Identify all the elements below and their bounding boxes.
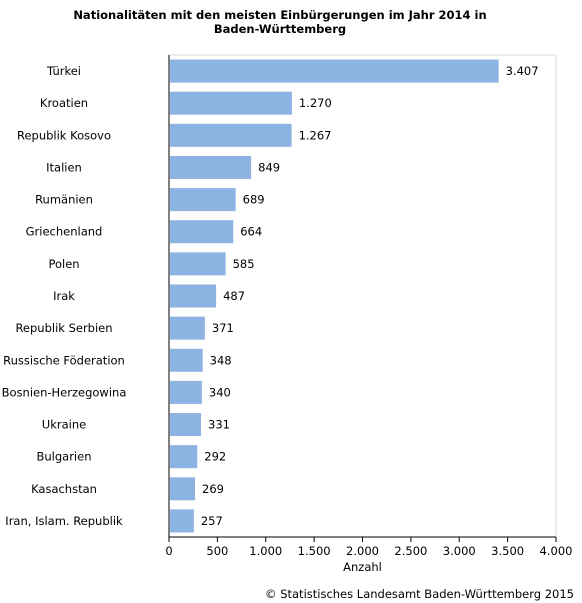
category-label: Republik Kosovo (17, 128, 111, 142)
bar (170, 252, 226, 276)
category-label: Republik Serbien (15, 321, 112, 335)
x-tick-label: 500 (206, 544, 228, 558)
data-label: 487 (223, 289, 245, 303)
category-label: Italien (46, 160, 82, 174)
category-label: Kasachstan (31, 482, 97, 496)
bar (170, 348, 203, 372)
x-tick-label: 3.000 (443, 544, 476, 558)
bar (170, 477, 196, 501)
x-tick-label: 4.000 (540, 544, 573, 558)
bar (170, 123, 292, 147)
data-label: 331 (208, 418, 230, 432)
x-tick-label: 3.500 (491, 544, 524, 558)
category-label: Iran, Islam. Republik (5, 514, 123, 528)
x-axis-title: Anzahl (343, 560, 382, 574)
x-tick-label: 2.000 (346, 544, 379, 558)
plot-area: 3.407 Türkei 1.270 Kroatien 1.267 Republik Ko… (2, 54, 573, 574)
data-label: 371 (212, 321, 234, 335)
bar (170, 284, 217, 308)
category-label: Irak (53, 289, 75, 303)
bar (170, 188, 236, 212)
data-label: 689 (243, 193, 265, 207)
data-label: 664 (240, 225, 262, 239)
data-label: 340 (209, 385, 231, 399)
data-label: 1.270 (299, 96, 332, 110)
data-label: 3.407 (506, 64, 539, 78)
x-tick-label: 2.500 (394, 544, 427, 558)
category-label: Kroatien (40, 96, 88, 110)
bar (170, 91, 292, 115)
category-label: Rumänien (35, 193, 93, 207)
data-label: 348 (210, 353, 232, 367)
category-label: Ukraine (42, 418, 86, 432)
category-label: Polen (48, 257, 79, 271)
category-label: Türkei (46, 64, 81, 78)
bar (170, 59, 499, 83)
bar (170, 316, 205, 340)
category-label: Griechenland (26, 225, 103, 239)
bar (170, 380, 202, 404)
x-tick-label: 1.000 (249, 544, 282, 558)
data-label: 1.267 (299, 128, 332, 142)
bar (170, 445, 198, 469)
bar (170, 413, 202, 437)
chart-title: Nationalitäten mit den meisten Einbürger… (73, 8, 487, 36)
x-tick-label: 1.500 (298, 544, 331, 558)
category-label: Bulgarien (36, 450, 91, 464)
bar (170, 220, 234, 244)
data-label: 585 (233, 257, 255, 271)
x-tick-label: 0 (165, 544, 172, 558)
source-credit: © Statistisches Landesamt Baden-Württemb… (265, 587, 574, 601)
bar (170, 155, 252, 179)
data-label: 257 (201, 514, 223, 528)
data-label: 292 (204, 450, 226, 464)
bar (170, 509, 194, 533)
category-label: Russische Föderation (3, 353, 125, 367)
data-label: 269 (202, 482, 224, 496)
data-label: 849 (258, 160, 280, 174)
category-label: Bosnien-Herzegowina (2, 385, 127, 399)
